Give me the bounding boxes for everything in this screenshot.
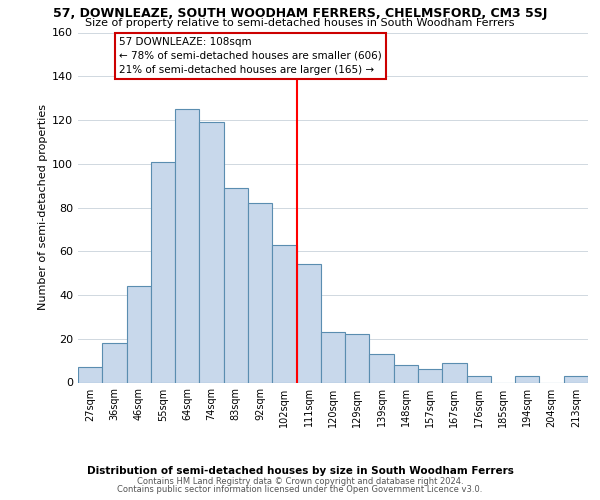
- Text: 57 DOWNLEAZE: 108sqm
← 78% of semi-detached houses are smaller (606)
21% of semi: 57 DOWNLEAZE: 108sqm ← 78% of semi-detac…: [119, 37, 382, 75]
- Bar: [127, 286, 151, 382]
- Bar: [467, 376, 491, 382]
- Bar: [442, 363, 467, 382]
- Text: Distribution of semi-detached houses by size in South Woodham Ferrers: Distribution of semi-detached houses by …: [86, 466, 514, 476]
- Bar: [515, 376, 539, 382]
- Bar: [151, 162, 175, 382]
- Bar: [78, 367, 102, 382]
- Bar: [199, 122, 224, 382]
- Bar: [394, 365, 418, 382]
- Y-axis label: Number of semi-detached properties: Number of semi-detached properties: [38, 104, 48, 310]
- Text: Contains HM Land Registry data © Crown copyright and database right 2024.: Contains HM Land Registry data © Crown c…: [137, 477, 463, 486]
- Bar: [345, 334, 370, 382]
- Bar: [418, 370, 442, 382]
- Text: Contains public sector information licensed under the Open Government Licence v3: Contains public sector information licen…: [118, 485, 482, 494]
- Bar: [224, 188, 248, 382]
- Bar: [370, 354, 394, 382]
- Bar: [272, 244, 296, 382]
- Bar: [296, 264, 321, 382]
- Bar: [175, 109, 199, 382]
- Text: 57, DOWNLEAZE, SOUTH WOODHAM FERRERS, CHELMSFORD, CM3 5SJ: 57, DOWNLEAZE, SOUTH WOODHAM FERRERS, CH…: [53, 8, 547, 20]
- Bar: [321, 332, 345, 382]
- Bar: [248, 203, 272, 382]
- Text: Size of property relative to semi-detached houses in South Woodham Ferrers: Size of property relative to semi-detach…: [85, 18, 515, 28]
- Bar: [564, 376, 588, 382]
- Bar: [102, 343, 127, 382]
